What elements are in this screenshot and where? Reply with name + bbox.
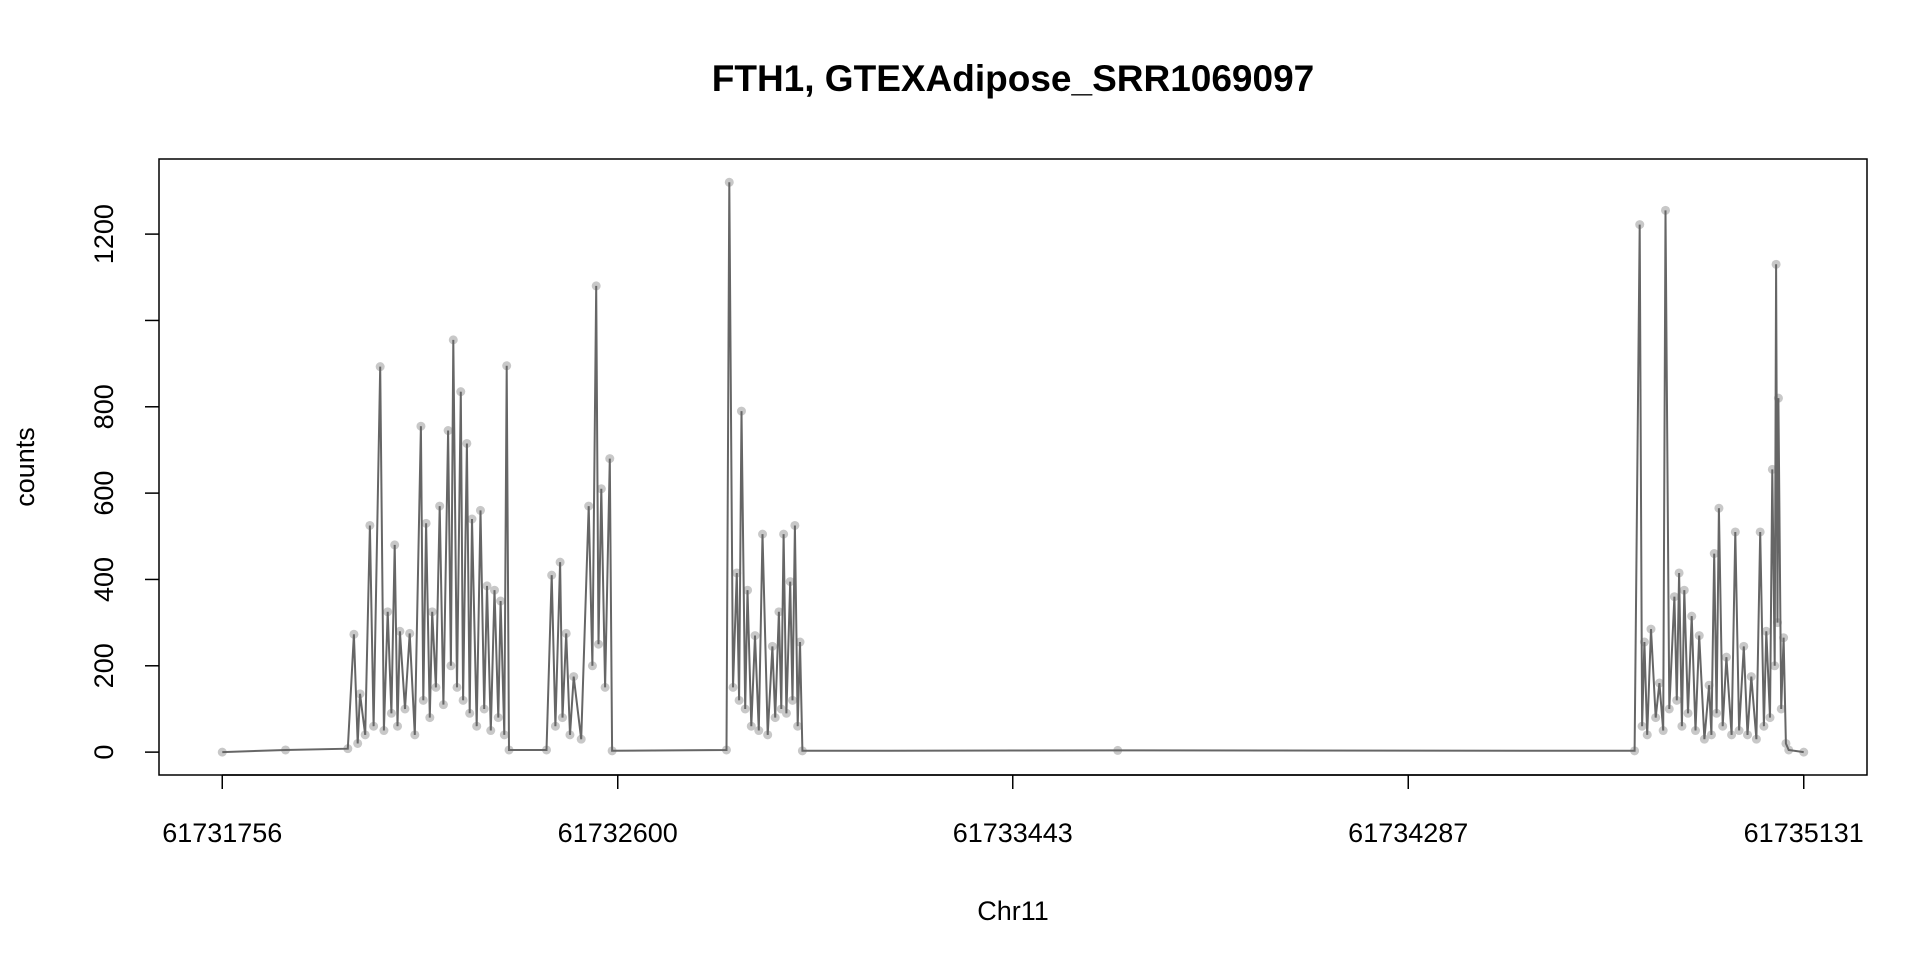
data-point (1661, 205, 1671, 215)
data-point (605, 454, 615, 464)
data-point (462, 438, 472, 448)
data-point (502, 361, 512, 371)
chart-title: FTH1, GTEXAdipose_SRR1069097 (712, 58, 1315, 99)
data-point (458, 695, 468, 705)
data-point (1637, 721, 1647, 731)
data-point (1734, 726, 1744, 736)
data-point (1799, 747, 1809, 757)
data-point (1677, 721, 1687, 731)
data-point (486, 726, 496, 736)
y-axis-label: counts (10, 427, 40, 507)
data-point (734, 695, 744, 705)
y-tick-label: 0 (89, 745, 119, 760)
data-point (435, 501, 445, 511)
data-point (448, 335, 458, 345)
data-point (395, 626, 405, 636)
x-axis-label: Chr11 (977, 896, 1049, 926)
data-point (754, 726, 764, 736)
data-point (788, 695, 798, 705)
data-point (1709, 549, 1719, 559)
data-point (1730, 527, 1740, 537)
x-tick-label: 61734287 (1348, 818, 1468, 848)
data-point (472, 721, 482, 731)
data-point (793, 721, 803, 731)
data-point (1674, 568, 1684, 578)
y-tick-label: 800 (89, 384, 119, 429)
y-tick-label: 600 (89, 471, 119, 516)
x-tick-label: 61731756 (162, 818, 282, 848)
y-tick-label: 1200 (89, 204, 119, 264)
data-point (438, 700, 448, 710)
data-point (1755, 527, 1765, 537)
y-tick-label: 400 (89, 557, 119, 602)
data-point (1761, 626, 1771, 636)
data-point (369, 721, 379, 731)
y-tick-label: 200 (89, 643, 119, 688)
x-tick-label: 61732600 (558, 818, 678, 848)
x-tick-label: 61735131 (1744, 818, 1864, 848)
data-point (584, 501, 594, 511)
data-point (418, 695, 428, 705)
data-point (456, 387, 466, 397)
data-point (217, 747, 227, 757)
data-line (222, 182, 1804, 754)
data-point (393, 721, 403, 731)
data-point (379, 726, 389, 736)
x-tick-label: 61733443 (953, 818, 1073, 848)
data-point (1690, 726, 1700, 736)
